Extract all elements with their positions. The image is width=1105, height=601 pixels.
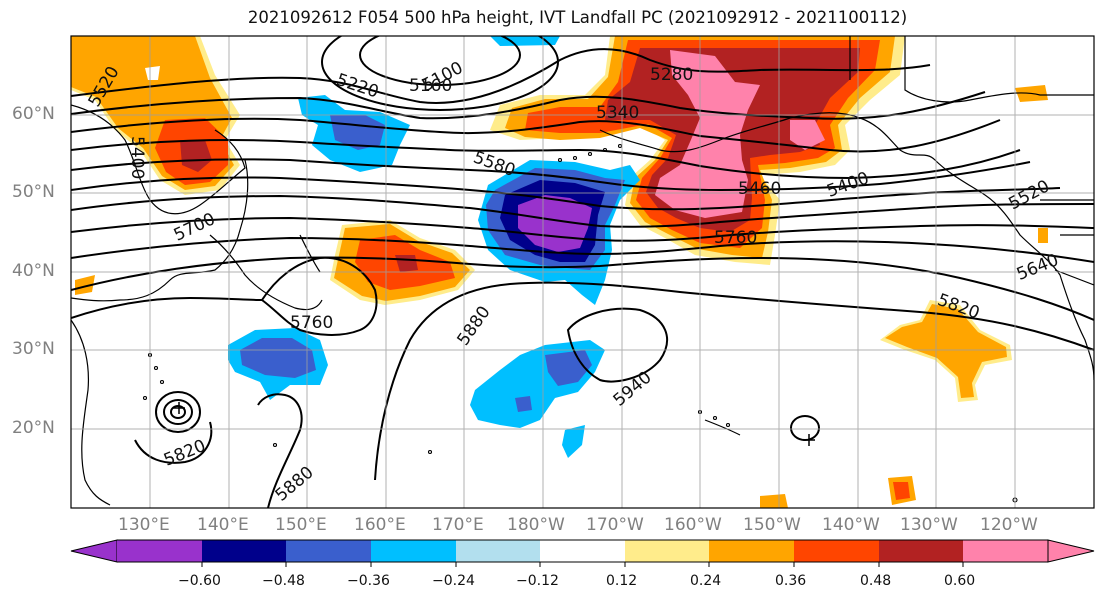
colorbar-tick-label: −0.24: [432, 573, 475, 589]
contour-label: 5760: [714, 228, 757, 248]
map-title: 2021092612 F054 500 hPa height, IVT Land…: [247, 8, 908, 27]
colorbar-bin: [625, 540, 709, 562]
colorbar-bin: [709, 540, 794, 562]
contour-label: 5340: [596, 103, 639, 123]
lon-label: 140°E: [197, 515, 249, 535]
colorbar-tick-label: 0.24: [690, 573, 722, 589]
height-contours: [71, 36, 1094, 508]
contour-label: 5400: [127, 136, 147, 179]
colorbar-bin: [879, 540, 963, 562]
lat-label: 50°N: [12, 182, 55, 202]
center-markers: [173, 402, 815, 446]
colorbar-bin: [456, 540, 540, 562]
colorbar-under-arrow: [70, 539, 118, 563]
lon-label: 160°E: [354, 515, 406, 535]
lon-label: 150°W: [743, 515, 801, 535]
lon-label: 140°W: [822, 515, 880, 535]
lon-label: 170°W: [586, 515, 644, 535]
colorbar-tick-label: −0.60: [178, 573, 221, 589]
lon-label: 150°E: [275, 515, 327, 535]
map-frame: [70, 35, 1095, 509]
contour-label: 5460: [738, 179, 781, 199]
lon-label: 180°W: [507, 515, 565, 535]
colorbar-bin: [286, 540, 371, 562]
colorbar-over-arrow: [1047, 539, 1095, 563]
lon-label: 130°W: [900, 515, 958, 535]
lat-label: 40°N: [12, 261, 55, 281]
colorbar-bin: [117, 540, 202, 562]
colorbar-bin: [202, 540, 286, 562]
map-plot-area: 5520 5400 5700 5220 5160 5100 5280 5340 …: [71, 36, 1094, 508]
lon-label: 130°E: [118, 515, 170, 535]
contour-label: 5160: [409, 76, 452, 96]
lat-label: 60°N: [12, 104, 55, 124]
colorbar-tick-label: 0.36: [775, 573, 807, 589]
colorbar-bin: [963, 540, 1048, 562]
colorbar-tick-label: 0.12: [606, 573, 638, 589]
ivt-positive-shading: [71, 36, 1048, 508]
colorbar-tick-label: 0.48: [860, 573, 892, 589]
lon-label: 160°W: [664, 515, 722, 535]
colorbar: [70, 539, 1095, 567]
lon-label: 120°W: [980, 515, 1038, 535]
colorbar-tick-label: −0.48: [262, 573, 305, 589]
contour-label: 5280: [650, 65, 693, 85]
lat-label: 20°N: [12, 418, 55, 438]
contour-label: 5760: [290, 313, 333, 333]
graticule: [71, 36, 1094, 508]
lon-label: 170°E: [432, 515, 484, 535]
colorbar-tick-label: 0.60: [944, 573, 976, 589]
colorbar-tick-label: −0.12: [516, 573, 559, 589]
coastlines: [71, 36, 1094, 506]
colorbar-tick-label: −0.36: [347, 573, 390, 589]
lat-label: 30°N: [12, 339, 55, 359]
colorbar-bin: [540, 540, 625, 562]
colorbar-bin: [371, 540, 456, 562]
colorbar-bin: [794, 540, 879, 562]
